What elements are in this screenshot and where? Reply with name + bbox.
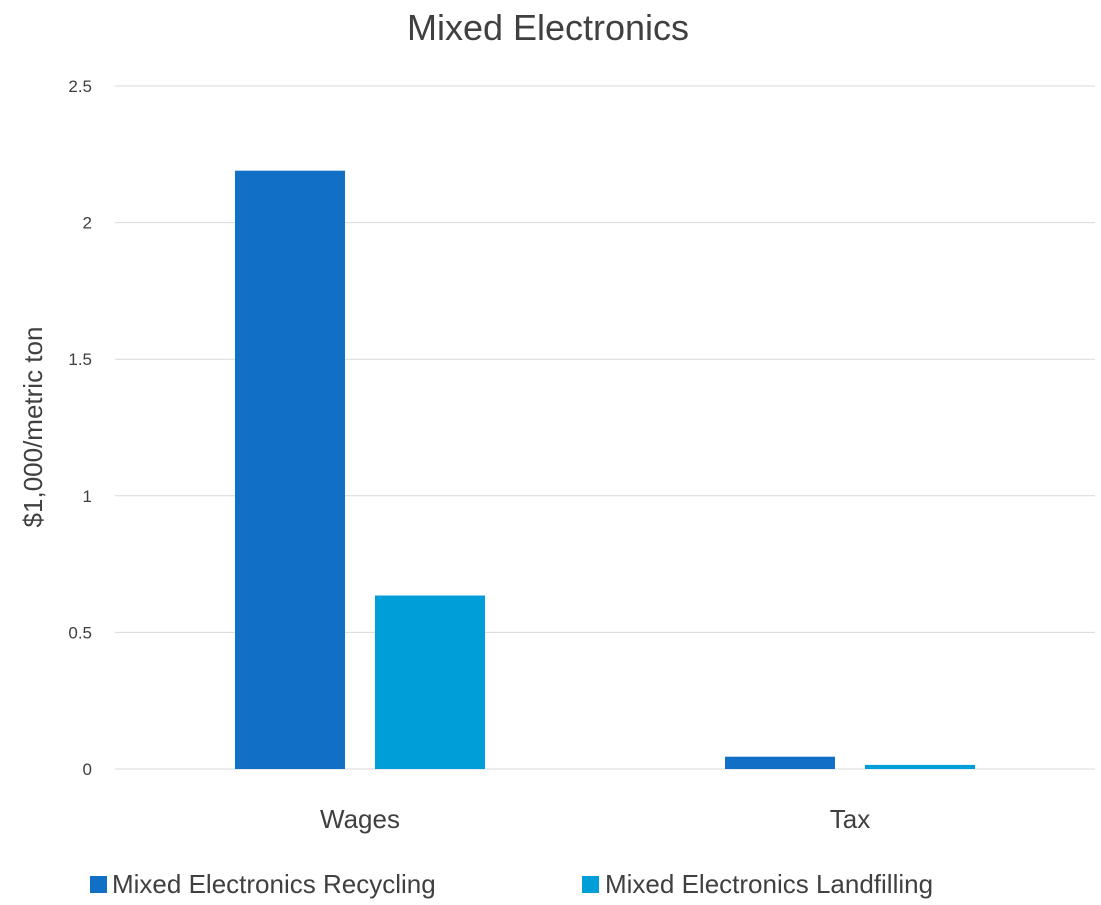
bar-tax-series-1 — [725, 756, 835, 769]
y-tick-label: 2 — [83, 214, 92, 233]
bar-wages-series-1 — [235, 170, 345, 769]
chart-title: Mixed Electronics — [407, 7, 689, 48]
bar-tax-series-2 — [865, 764, 975, 769]
y-tick-label: 2.5 — [68, 77, 92, 96]
y-axis-label: $1,000/metric ton — [18, 327, 48, 528]
y-tick-label: 0 — [83, 760, 92, 779]
legend-label-recycling: Mixed Electronics Recycling — [112, 869, 436, 899]
y-tick-label: 0.5 — [68, 623, 92, 642]
x-category-label: Wages — [320, 804, 400, 834]
legend: Mixed Electronics Recycling Mixed Electr… — [90, 869, 933, 899]
bars — [235, 170, 975, 769]
y-axis-ticks: 0 0.5 1 1.5 2 2.5 — [68, 77, 92, 779]
category-labels: Wages Tax — [320, 804, 870, 834]
legend-label-landfilling: Mixed Electronics Landfilling — [605, 869, 933, 899]
y-tick-label: 1 — [83, 487, 92, 506]
y-tick-label: 1.5 — [68, 350, 92, 369]
legend-swatch-recycling — [90, 876, 107, 893]
x-category-label: Tax — [830, 804, 870, 834]
legend-swatch-landfilling — [582, 876, 599, 893]
bar-wages-series-2 — [375, 595, 485, 769]
